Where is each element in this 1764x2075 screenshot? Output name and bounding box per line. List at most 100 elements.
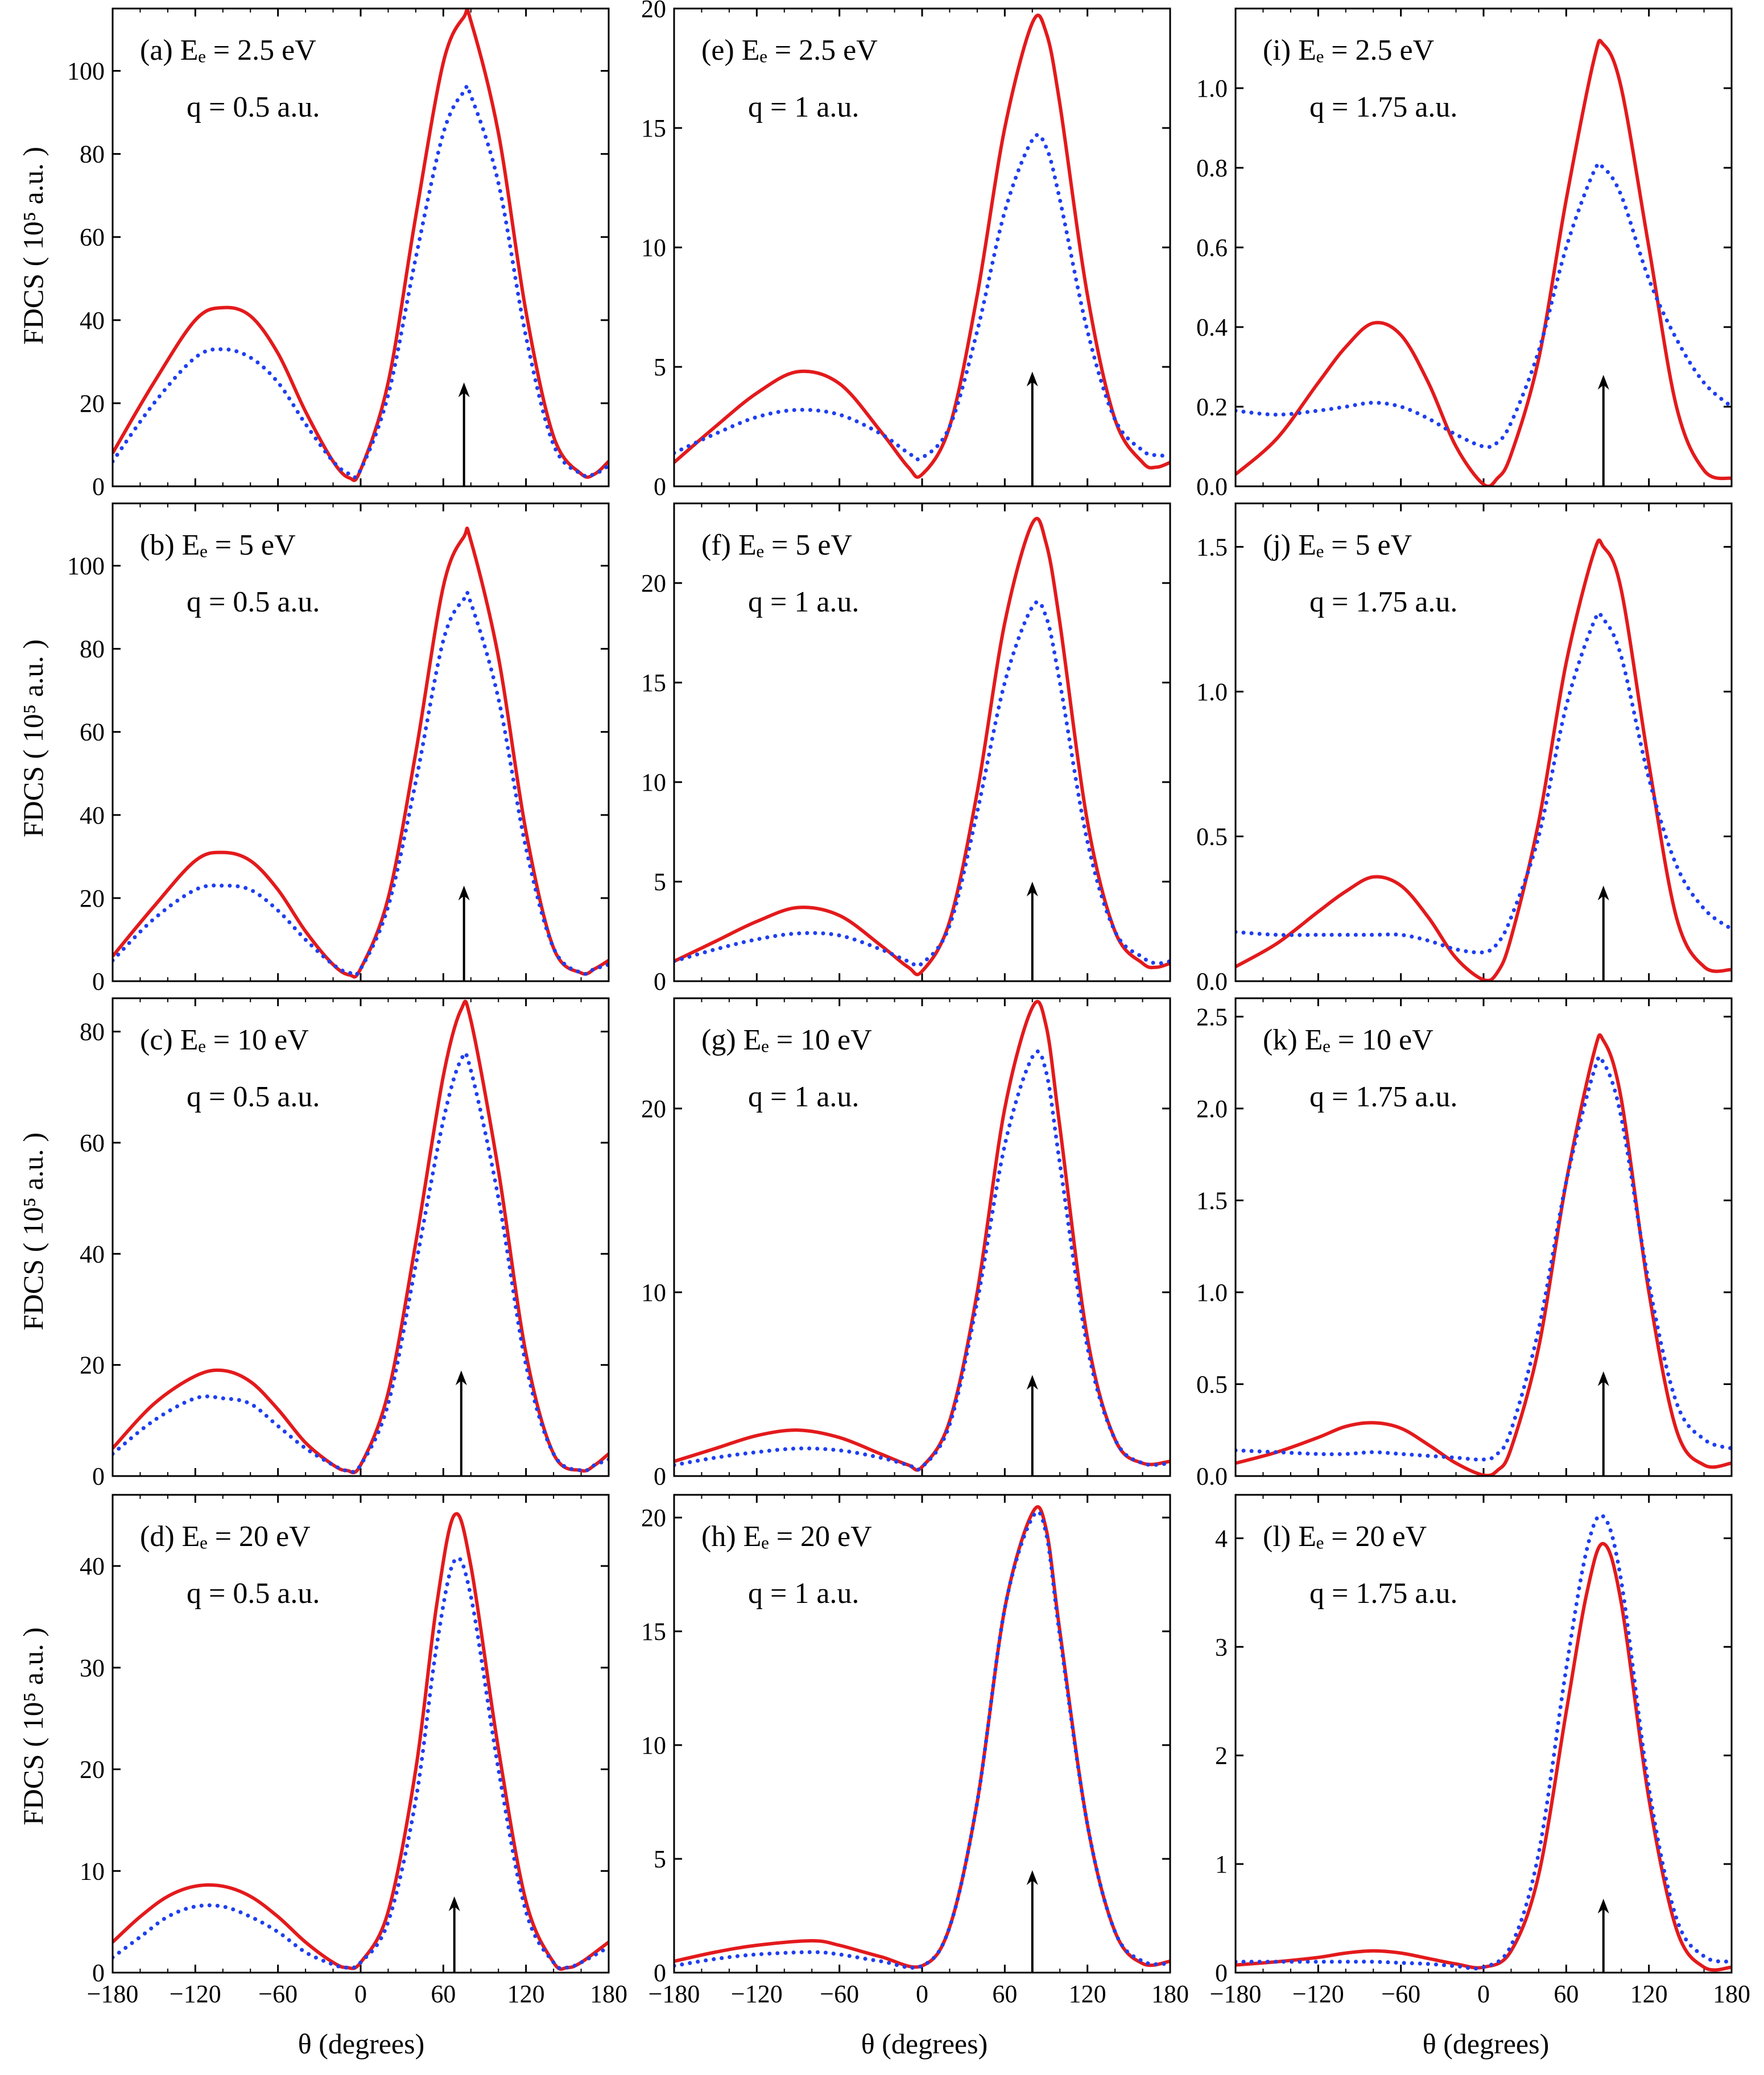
- series-dotted-line: [113, 590, 609, 977]
- panel-frame: [1234, 502, 1733, 982]
- series-dotted-line: [674, 1510, 1170, 1970]
- x-tick-label: 180: [1713, 1980, 1750, 2008]
- q-label: q = 0.5 a.u.: [187, 586, 320, 618]
- series-dotted-line: [113, 1051, 609, 1474]
- x-tick-label: −120: [1292, 1980, 1344, 2008]
- series-dotted-line: [1236, 611, 1732, 955]
- y-axis-title-row-2: FDCS ( 10⁵ a.u. ): [17, 639, 49, 837]
- x-tick-label: −180: [1210, 1980, 1262, 2008]
- q-label: q = 1.75 a.u.: [1309, 586, 1457, 618]
- y-tick-label: 5: [654, 1845, 666, 1873]
- y-axis-title-row-3: FDCS ( 10⁵ a.u. ): [17, 1132, 49, 1330]
- momentum-arrow-head: [1026, 1870, 1038, 1885]
- y-tick-label: 0: [92, 968, 105, 995]
- y-tick-label: 40: [80, 307, 105, 334]
- curves: [1236, 1033, 1732, 1476]
- curves: [1236, 39, 1732, 486]
- curves: [674, 13, 1170, 479]
- panel-frame: [1234, 7, 1733, 487]
- panel-label: (f) Eₑ = 5 eV: [701, 529, 852, 561]
- panel-frame: [1234, 1494, 1733, 1974]
- y-tick-label: 10: [80, 1857, 105, 1885]
- x-axis-title-col-2: θ (degrees): [861, 2028, 988, 2060]
- x-tick-label: −120: [170, 1980, 221, 2008]
- q-label: q = 1.75 a.u.: [1309, 1081, 1457, 1113]
- momentum-arrow-head: [458, 382, 470, 398]
- y-tick-label: 0: [92, 1959, 105, 1987]
- x-tick-label: 60: [431, 1980, 456, 2008]
- panel-j: 0.0 0.5 1.0 1.5 (j) Eₑ = 5 eV q = 1.75 a.u.: [1196, 502, 1733, 995]
- q-label: q = 0.5 a.u.: [187, 1577, 320, 1610]
- series-solid-line: [674, 999, 1170, 1472]
- y-tick-label: 100: [67, 57, 105, 85]
- panel-e: 0 5 10 15 20 (e) Eₑ = 2.5 eV q = 1 a.u.: [641, 0, 1171, 501]
- q-label: q = 1.75 a.u.: [1309, 91, 1457, 123]
- y-tick-label: 1.0: [1196, 1279, 1228, 1307]
- panel-k: 0.0 0.5 1.0 1.5 2.0 2.5 (k) Eₑ = 10 eV q = 1.75…: [1196, 997, 1733, 1490]
- panel-label: (d) Eₑ = 20 eV: [140, 1520, 311, 1553]
- curves: [1236, 1513, 1732, 1972]
- y-tick-label: 5: [654, 868, 666, 896]
- panel-frame: [673, 997, 1171, 1477]
- y-tick-label: 10: [641, 1279, 666, 1307]
- y-tick-label: 2.0: [1196, 1095, 1228, 1123]
- y-tick-label: 80: [80, 140, 105, 168]
- y-tick-label: 30: [80, 1654, 105, 1682]
- panel-label: (k) Eₑ = 10 eV: [1263, 1024, 1433, 1056]
- panel-g: 0 10 20 (g) Eₑ = 10 eV q = 1 a.u.: [641, 997, 1171, 1490]
- series-solid-line: [113, 999, 609, 1474]
- y-tick-label: 20: [80, 1756, 105, 1784]
- panel-i: 0.0 0.2 0.4 0.6 0.8 1.0 (i) Eₑ = 2.5 eV q = 1.7…: [1196, 7, 1733, 501]
- x-tick-label: 180: [590, 1980, 627, 2008]
- y-tick-label: 20: [80, 1351, 105, 1379]
- y-tick-label: 1.0: [1196, 75, 1228, 102]
- y-tick-label: 0.8: [1196, 154, 1228, 182]
- y-tick-label: 1: [1215, 1850, 1228, 1878]
- panel-f: 0 5 10 15 20 (f) Eₑ = 5 eV q = 1 a.u.: [641, 502, 1171, 995]
- y-tick-label: 3: [1215, 1633, 1228, 1661]
- x-tick-label: 0: [1477, 1980, 1490, 2008]
- panel-label: (g) Eₑ = 10 eV: [701, 1024, 872, 1056]
- x-tick-label: 120: [507, 1980, 545, 2008]
- y-tick-label: 10: [641, 1731, 666, 1759]
- y-tick-label: 15: [641, 1618, 666, 1646]
- curves: [113, 1512, 609, 1971]
- y-tick-label: 0.5: [1196, 822, 1228, 850]
- y-tick-label: 0: [654, 1462, 666, 1490]
- x-tick-label: −180: [87, 1980, 139, 2008]
- panel-l: −180 −120 −60 0 60 120 180 0 1 2 3 4 (l) Eₑ = 20 eV q…: [1210, 1494, 1750, 2008]
- panel-label: (e) Eₑ = 2.5 eV: [701, 34, 878, 67]
- y-tick-label: 0: [1215, 1959, 1228, 1987]
- panel-label: (l) Eₑ = 20 eV: [1263, 1520, 1427, 1553]
- y-tick-label: 20: [641, 0, 666, 23]
- y-tick-label: 0: [654, 473, 666, 501]
- curves: [1236, 538, 1732, 981]
- y-tick-label: 0: [92, 473, 105, 501]
- panel-label: (j) Eₑ = 5 eV: [1263, 529, 1412, 561]
- series-solid-line: [113, 1512, 609, 1971]
- momentum-arrow-head: [1026, 371, 1038, 387]
- panel-d: −180 −120 −60 0 60 120 180 0 10 20 30 40 (d) Eₑ = 20…: [80, 1494, 627, 2008]
- series-solid-line: [1236, 1033, 1732, 1476]
- series-solid-line: [113, 9, 609, 482]
- row-ylabels: FDCS ( 10⁵ a.u. ) FDCS ( 10⁵ a.u. ) FDCS…: [17, 147, 49, 1825]
- y-tick-label: 40: [80, 1240, 105, 1268]
- q-label: q = 1 a.u.: [748, 1577, 859, 1610]
- series-solid-line: [1236, 1541, 1732, 1972]
- momentum-arrow-head: [1597, 886, 1609, 900]
- momentum-arrow-head: [448, 1896, 460, 1911]
- y-tick-label: 80: [80, 635, 105, 663]
- y-tick-label: 40: [80, 1552, 105, 1580]
- y-tick-label: 0: [92, 1462, 105, 1490]
- panel-frame: [673, 1494, 1171, 1974]
- x-tick-label: −60: [1381, 1980, 1420, 2008]
- series-dotted-line: [113, 1556, 609, 1971]
- y-tick-label: 15: [641, 669, 666, 697]
- x-tick-label: −60: [258, 1980, 298, 2008]
- series-solid-line: [1236, 39, 1732, 486]
- series-dotted-line: [674, 133, 1170, 461]
- x-tick-label: 60: [1554, 1980, 1579, 2008]
- y-tick-label: 5: [654, 353, 666, 381]
- panel-label: (c) Eₑ = 10 eV: [140, 1024, 309, 1056]
